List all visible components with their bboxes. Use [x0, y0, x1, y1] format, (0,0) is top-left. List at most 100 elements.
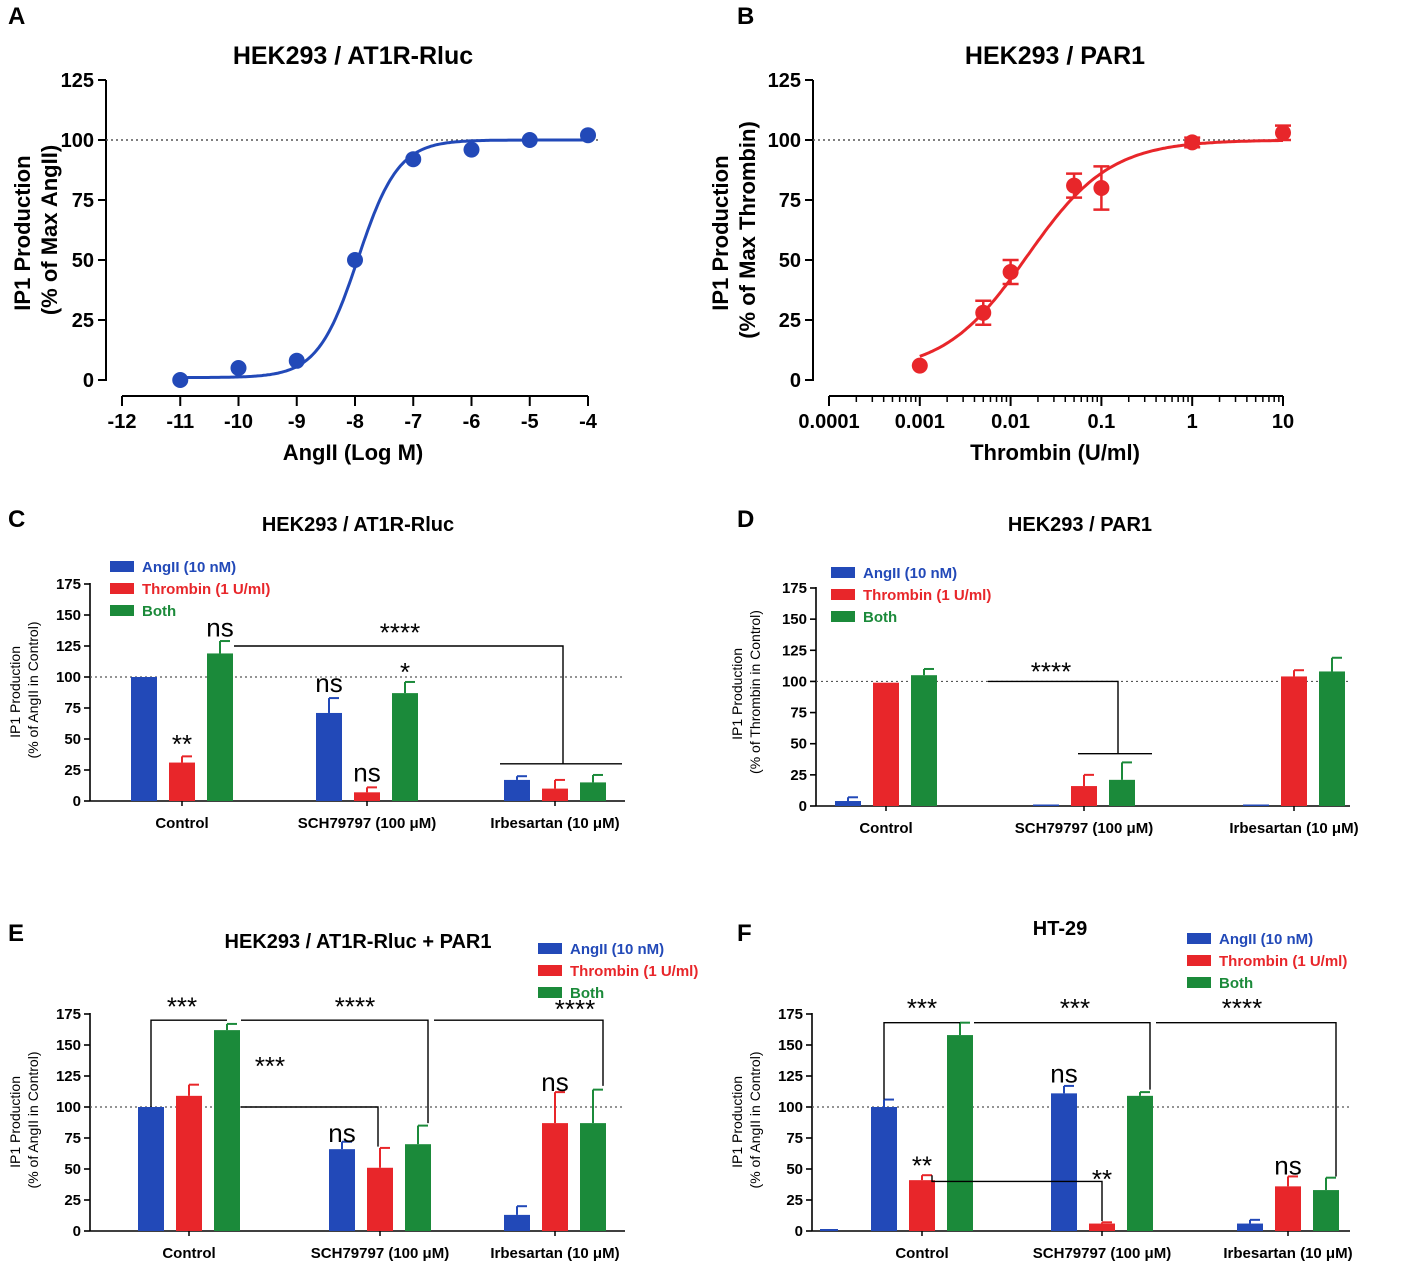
data-point: [580, 127, 596, 144]
y-tick-label: 50: [779, 250, 801, 272]
comparison-bracket: [241, 1106, 379, 1147]
bar: [214, 1030, 240, 1231]
x-tick-label: -8: [346, 411, 364, 433]
legend-label: AngII (10 nM): [570, 941, 664, 958]
y-tick-label: 25: [72, 310, 94, 332]
x-tick-label: -9: [288, 411, 306, 433]
y-tick-label: 50: [64, 731, 81, 748]
x-tick-label: -4: [579, 411, 598, 433]
chart-title: HEK293 / AT1R-Rluc: [233, 42, 473, 70]
y-tick-label: 50: [790, 736, 807, 753]
bar: [871, 1107, 897, 1231]
x-tick-label: 0.001: [895, 411, 945, 433]
panel-letter-f: F: [737, 920, 752, 947]
panel-d: D HEK293 / PAR1 IP1 Production (% of Thr…: [729, 506, 1359, 837]
legend-label: Thrombin (1 U/ml): [570, 963, 698, 980]
bar: [873, 682, 899, 806]
significance-label: ***: [255, 1051, 285, 1081]
y-tick-label: 100: [782, 673, 807, 690]
y-tick-label: 50: [64, 1161, 81, 1178]
legend-swatch: [110, 605, 134, 616]
panel-letter-d: D: [737, 506, 754, 533]
x-tick-label: -6: [463, 411, 481, 433]
category-label: Control: [895, 1245, 948, 1262]
category-label: Irbesartan (10 μM): [1223, 1245, 1352, 1262]
y-tick-label: 75: [64, 1130, 81, 1147]
bar: [1275, 1186, 1301, 1231]
legend-swatch: [831, 589, 855, 600]
category-label: SCH79797 (100 μM): [1015, 820, 1153, 837]
legend-label: Both: [142, 603, 176, 620]
bar: [911, 675, 937, 806]
significance-label: **: [912, 1150, 932, 1180]
x-tick-label: -5: [521, 411, 539, 433]
y-tick-label: 100: [56, 1099, 81, 1116]
x-tick-label: -7: [404, 411, 422, 433]
comparison-bracket: [241, 1019, 429, 1124]
bar: [1237, 1223, 1263, 1231]
category-label: Irbesartan (10 μM): [490, 1245, 619, 1262]
legend-swatch: [538, 965, 562, 976]
category-label: Irbesartan (10 μM): [490, 815, 619, 832]
y-tick-label: 125: [778, 1068, 803, 1085]
y-tick-label: 25: [64, 1192, 81, 1209]
data-point: [975, 304, 992, 321]
legend-swatch: [1187, 955, 1211, 966]
legend-label: Thrombin (1 U/ml): [142, 581, 270, 598]
y-tick-label: 75: [64, 700, 81, 717]
significance-label: ns: [1274, 1150, 1301, 1180]
bar: [580, 782, 606, 801]
x-tick-label: -12: [108, 411, 137, 433]
y-tick-label: 175: [782, 580, 807, 597]
data-point: [347, 252, 363, 268]
comparison-bracket: [974, 1021, 1151, 1090]
bar: [580, 1123, 606, 1231]
significance-label: ***: [907, 993, 937, 1023]
y-axis-label: IP1 Production (% of Max AngII): [10, 145, 62, 315]
bar: [1319, 671, 1345, 806]
significance-label: **: [1092, 1164, 1112, 1194]
bar: [207, 653, 233, 801]
y-tick-label: 0: [83, 370, 94, 392]
legend-label: Both: [570, 985, 604, 1002]
significance-label: ns: [541, 1067, 568, 1097]
legend-label: AngII (10 nM): [1219, 931, 1313, 948]
data-point: [1275, 124, 1291, 141]
chart-title: HEK293 / PAR1: [965, 42, 1145, 70]
chart-title: HEK293 / AT1R-Rluc: [262, 514, 454, 536]
data-point: [230, 360, 247, 376]
panel-letter-a: A: [8, 3, 25, 30]
panel-e: E HEK293 / AT1R-Rluc + PAR1 IP1 Producti…: [7, 920, 698, 1262]
x-tick-label: -11: [166, 411, 194, 433]
y-tick-label: 100: [56, 669, 81, 686]
data-point: [463, 141, 480, 158]
chart-title: HEK293 / AT1R-Rluc + PAR1: [225, 931, 492, 953]
bar: [354, 792, 380, 801]
x-tick-label: 0.0001: [798, 411, 859, 433]
legend-swatch: [110, 561, 134, 572]
y-tick-label: 100: [768, 130, 801, 152]
y-tick-label: 25: [64, 762, 81, 779]
significance-label: ns: [206, 612, 233, 642]
x-axis-label: AngII (Log M): [283, 440, 424, 465]
legend-swatch: [831, 611, 855, 622]
category-label: Irbesartan (10 μM): [1229, 820, 1358, 837]
comparison-bracket: [234, 645, 564, 764]
y-axis-label: IP1 Production (% of Thrombin in Control…: [729, 610, 763, 774]
bar: [820, 1229, 838, 1231]
significance-label: ***: [167, 992, 197, 1022]
bar: [176, 1095, 202, 1231]
y-tick-label: 175: [778, 1006, 803, 1023]
y-tick-label: 175: [56, 1006, 81, 1023]
y-tick-label: 25: [790, 767, 807, 784]
data-point: [1066, 177, 1083, 194]
bar: [542, 1123, 568, 1231]
data-point: [405, 151, 422, 168]
y-tick-label: 0: [790, 370, 801, 392]
y-tick-label: 125: [61, 70, 94, 92]
bar: [131, 677, 157, 801]
significance-label: ns: [315, 668, 342, 698]
x-tick-label: -10: [224, 411, 253, 433]
bar: [1089, 1223, 1115, 1231]
bar: [542, 788, 568, 801]
